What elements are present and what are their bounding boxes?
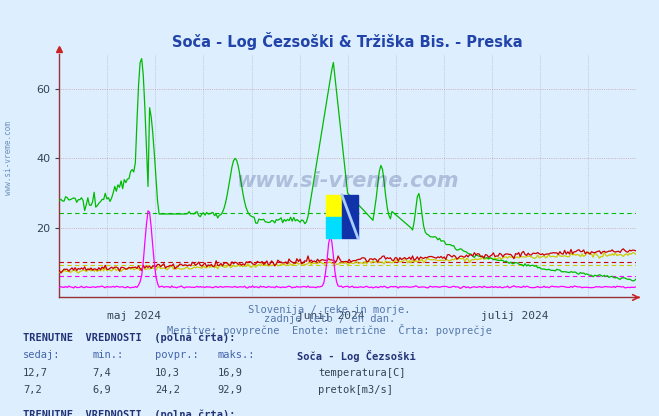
Text: min.:: min.: [92,350,123,360]
Text: pretok[m3/s]: pretok[m3/s] [318,385,393,395]
Text: 7,4: 7,4 [92,368,111,378]
Bar [326,195,342,217]
Text: julij 2024: julij 2024 [481,311,548,321]
Text: Soča - Log Čezsoški: Soča - Log Čezsoški [297,350,415,362]
Text: 6,9: 6,9 [92,385,111,395]
Text: temperatura[C]: temperatura[C] [318,368,406,378]
Text: 7,2: 7,2 [23,385,42,395]
Text: Meritve: povprečne  Enote: metrične  Črta: povprečje: Meritve: povprečne Enote: metrične Črta:… [167,324,492,336]
Text: TRENUTNE  VREDNOSTI  (polna črta):: TRENUTNE VREDNOSTI (polna črta): [23,333,235,343]
Text: 24,2: 24,2 [155,385,180,395]
Text: junij 2024: junij 2024 [297,311,364,321]
Text: 92,9: 92,9 [217,385,243,395]
Text: povpr.:: povpr.: [155,350,198,360]
Bar [342,195,358,238]
Text: 12,7: 12,7 [23,368,48,378]
Text: www.si-vreme.com: www.si-vreme.com [4,121,13,195]
Text: maks.:: maks.: [217,350,255,360]
Text: www.si-vreme.com: www.si-vreme.com [237,171,459,191]
Text: maj 2024: maj 2024 [107,311,161,321]
Text: zadnje leto / en dan.: zadnje leto / en dan. [264,314,395,324]
Text: 10,3: 10,3 [155,368,180,378]
Text: TRENUTNE  VREDNOSTI  (polna črta):: TRENUTNE VREDNOSTI (polna črta): [23,410,235,416]
Title: Soča - Log Čezsoški & Tržiška Bis. - Preska: Soča - Log Čezsoški & Tržiška Bis. - Pre… [172,32,523,50]
Text: Slovenija / reke in morje.: Slovenija / reke in morje. [248,305,411,314]
Text: sedaj:: sedaj: [23,350,61,360]
Text: 16,9: 16,9 [217,368,243,378]
Bar [326,217,342,238]
